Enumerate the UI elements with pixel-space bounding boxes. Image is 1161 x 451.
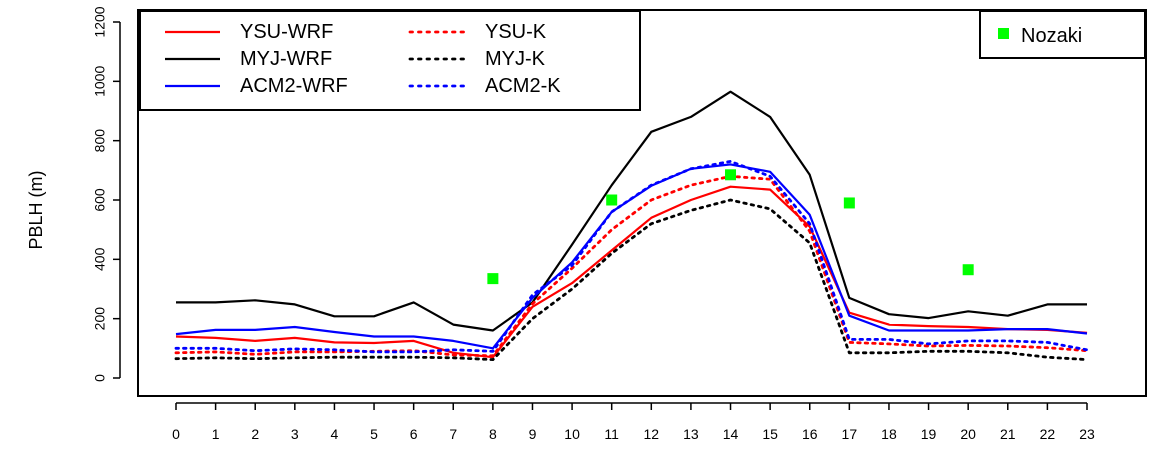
x-tick-label: 4 (331, 426, 339, 442)
series-line-acm2-k (174, 159, 1089, 354)
legend-observations: Nozaki (979, 10, 1146, 59)
legend-label-myj-wrf: MYJ-WRF (240, 48, 332, 70)
x-tick-label: 16 (802, 426, 818, 442)
x-tick-label: 15 (762, 426, 778, 442)
legend-label-ysu-wrf: YSU-WRF (240, 21, 333, 43)
x-tick-label: 6 (410, 426, 418, 442)
x-tick-label: 8 (489, 426, 497, 442)
series-line-ysu-k (174, 174, 1089, 358)
legend-models-box (139, 10, 641, 111)
x-tick-label: 20 (960, 426, 976, 442)
y-tick-label: 1000 (92, 66, 108, 97)
series-line-ysu-wrf (175, 185, 1088, 359)
legend-label-acm2-wrf: ACM2-WRF (240, 75, 348, 97)
legend-label-myj-k: MYJ-K (485, 48, 546, 70)
y-tick-label: 600 (92, 188, 108, 212)
y-tick-label: 0 (92, 374, 108, 382)
observation-point (962, 264, 974, 276)
plot-frame (137, 9, 1147, 397)
observation-point (843, 197, 855, 209)
y-tick-label: 800 (92, 129, 108, 153)
x-tick-label: 18 (881, 426, 897, 442)
legend-nozaki-label: Nozaki (1021, 25, 1082, 47)
x-tick-label: 12 (644, 426, 660, 442)
observation-points (487, 169, 974, 285)
legend-label-ysu-k: YSU-K (485, 21, 547, 43)
observation-point (487, 273, 499, 285)
x-tick-label: 10 (564, 426, 580, 442)
y-axis-label: PBLH (m) (26, 170, 46, 249)
x-tick-label: 13 (683, 426, 699, 442)
x-tick-label: 7 (449, 426, 457, 442)
observation-point (606, 194, 618, 206)
x-tick-label: 22 (1040, 426, 1056, 442)
x-tick-label: 9 (529, 426, 537, 442)
legend-nozaki-marker (998, 28, 1009, 39)
x-tick-label: 11 (604, 426, 619, 442)
y-tick-label: 400 (92, 247, 108, 271)
legend-models: YSU-WRF MYJ-WRF ACM2-WRF YSU-K MYJ-K ACM2-K (139, 10, 641, 111)
series-lines (174, 90, 1089, 362)
x-tick-label: 23 (1079, 426, 1095, 442)
x-tick-label: 0 (172, 426, 180, 442)
x-tick-label: 17 (842, 426, 858, 442)
x-tick-label: 19 (921, 426, 937, 442)
y-tick-label: 200 (92, 307, 108, 331)
x-tick-label: 2 (251, 426, 259, 442)
observation-point (725, 169, 737, 181)
series-line-myj-wrf (176, 90, 1087, 332)
series-line-myj-k (174, 198, 1089, 362)
series-line-acm2-wrf (175, 163, 1088, 350)
x-tick-label: 5 (370, 426, 378, 442)
x-axis: 0 1 2 3 4 5 6 7 8 9 10 11 12 13 14 15 16 17 18 19 20 21 22 23 (172, 402, 1095, 442)
y-axis: 0 200 400 600 800 1000 1200 (92, 6, 121, 382)
legend-label-acm2-k: ACM2-K (485, 75, 561, 97)
x-tick-label: 3 (291, 426, 299, 442)
y-tick-label: 1200 (92, 6, 108, 37)
x-tick-label: 1 (212, 426, 220, 442)
x-tick-label: 21 (1000, 426, 1016, 442)
x-tick-label: 14 (723, 426, 739, 442)
